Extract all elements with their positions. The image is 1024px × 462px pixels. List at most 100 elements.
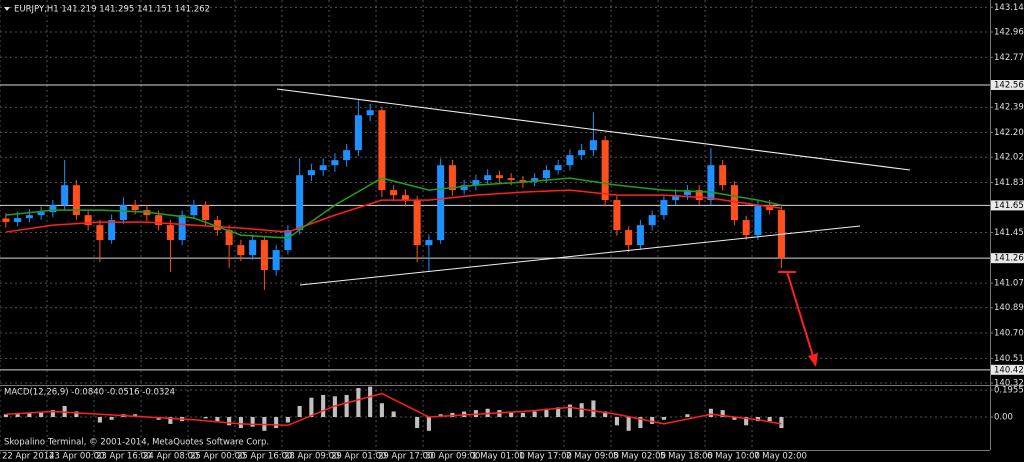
arrow-head	[808, 353, 818, 367]
y-tick-label: 142.205	[994, 128, 1024, 138]
y-tick-label: 0.1955	[994, 386, 1024, 396]
candle-body	[296, 175, 304, 231]
histogram-bar	[15, 412, 20, 418]
candle-body	[754, 205, 762, 236]
candle-body	[319, 165, 327, 171]
candle-body	[495, 175, 503, 179]
level-label: 142.562	[994, 80, 1024, 90]
chart-title: EURJPY,H1 141.219 141.295 141.151 141.26…	[14, 5, 210, 15]
candle-body	[613, 200, 621, 231]
histogram-bar	[238, 417, 243, 429]
histogram-bar	[274, 417, 279, 429]
histogram-bar	[203, 417, 208, 419]
y-tick-label: 141.830	[994, 178, 1024, 188]
candle-body	[237, 245, 245, 256]
histogram-bar	[379, 403, 384, 418]
trend-line	[276, 88, 911, 171]
candle-body	[119, 205, 127, 221]
x-tick-label: 29 Apr 01:00	[331, 452, 386, 462]
histogram-bar	[591, 400, 596, 418]
histogram-bar	[520, 412, 525, 418]
histogram-bar	[215, 417, 220, 422]
candle-body	[719, 165, 727, 186]
x-tick-label: 1 May 01:00	[472, 452, 525, 462]
x-tick-label: 7 May 02:00	[754, 452, 807, 462]
histogram-bar	[285, 417, 290, 423]
histogram-bar	[74, 411, 79, 418]
level-label: 141.262	[994, 254, 1024, 264]
histogram-bar	[544, 408, 549, 418]
x-tick-label: 22 Apr 2014	[2, 452, 55, 462]
histogram-bar	[556, 407, 561, 418]
candle-body	[190, 205, 198, 216]
candle-body	[730, 185, 738, 221]
candle-body	[531, 178, 539, 183]
candle-body	[202, 205, 210, 221]
candle-body	[707, 165, 715, 201]
indicator-title: MACD(12,26,9) -0.0840 -0.0516 -0.0324	[4, 388, 175, 398]
y-tick-label: 140.325	[994, 379, 1024, 389]
y-tick-label: 140.510	[994, 354, 1024, 364]
symbol-menu-icon	[4, 7, 10, 11]
y-tick-label: 141.455	[994, 228, 1024, 238]
histogram-bar	[532, 411, 537, 418]
candle-body	[566, 155, 574, 166]
candle-body	[2, 218, 10, 223]
histogram-bar	[567, 404, 572, 418]
candle-body	[84, 215, 92, 226]
level-label-box	[991, 79, 1024, 90]
histogram-bar	[650, 417, 655, 424]
histogram-bar	[227, 417, 232, 426]
candle-body	[448, 165, 456, 191]
x-tick-label: 5 May 02:00	[613, 452, 666, 462]
histogram-bar	[39, 411, 44, 418]
y-tick-label: 140.890	[994, 303, 1024, 313]
candle-body	[507, 178, 515, 181]
candle-body	[61, 185, 69, 206]
histogram-bar	[744, 417, 749, 426]
candle-body	[272, 250, 280, 271]
y-tick-label: 141.075	[994, 279, 1024, 289]
histogram-bar	[168, 417, 173, 424]
x-tick-label: 23 Apr 16:00	[96, 452, 151, 462]
histogram-bar	[509, 411, 514, 418]
grid-layer	[0, 0, 990, 450]
candle-body	[672, 195, 680, 201]
candle-body	[519, 180, 527, 183]
x-tick-label: 25 Apr 00:00	[190, 452, 245, 462]
histogram-bar	[3, 414, 8, 418]
candle-body	[742, 220, 750, 236]
histogram-bar	[732, 417, 737, 420]
level-label-box	[991, 364, 1024, 375]
histogram-bar	[626, 417, 631, 431]
level-label-box	[991, 253, 1024, 264]
candle-body	[49, 205, 57, 213]
candle-body	[554, 165, 562, 171]
histogram-bar	[603, 411, 608, 418]
histogram-bar	[97, 417, 102, 423]
x-tick-label: 25 Apr 16:00	[237, 452, 292, 462]
candle-body	[660, 200, 668, 216]
candle-body	[131, 205, 139, 211]
histogram-bar	[321, 394, 326, 418]
x-tick-label: 5 May 18:00	[660, 452, 713, 462]
candle-body	[343, 150, 351, 161]
y-tick-label: 0.00	[994, 413, 1013, 423]
histogram-bar	[708, 408, 713, 418]
candle-body	[542, 170, 550, 179]
candle-body	[72, 185, 80, 216]
copyright: Skopalino Terminal, © 2001-2014, MetaQuo…	[4, 438, 269, 448]
histogram-bar	[297, 405, 302, 418]
candle-body	[14, 218, 22, 223]
candle-body	[213, 220, 221, 231]
candle-body	[378, 110, 386, 191]
candle-body	[484, 175, 492, 181]
candle-body	[155, 215, 163, 226]
candle-body	[331, 160, 339, 166]
candle-body	[766, 205, 774, 211]
candle-body	[589, 140, 597, 151]
histogram-bar	[391, 411, 396, 418]
drawn-objects	[276, 88, 911, 367]
y-tick-label: 142.395	[994, 103, 1024, 113]
